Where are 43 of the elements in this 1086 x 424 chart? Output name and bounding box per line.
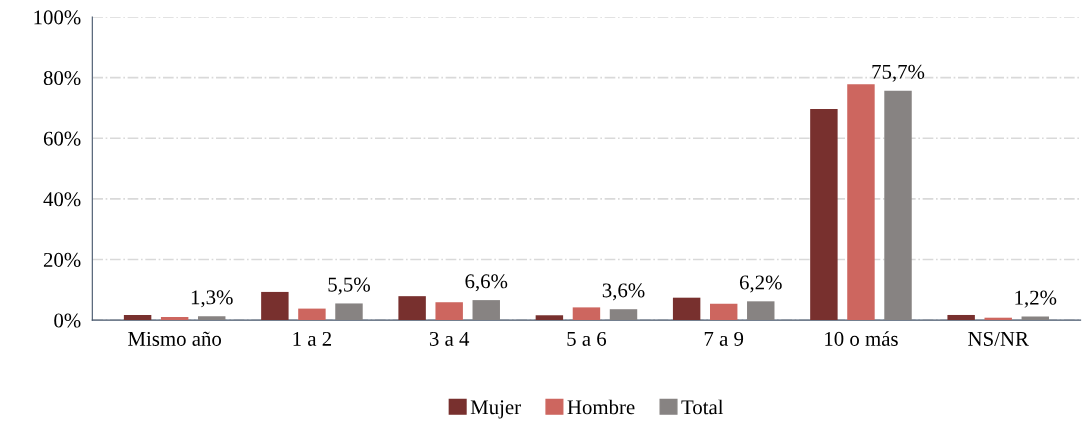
x-tick-label: Mismo año	[128, 331, 222, 346]
legend-label: Total	[681, 399, 724, 415]
y-tick-label: 80%	[43, 70, 81, 86]
data-label: 3,6%	[602, 283, 645, 301]
y-tick-label: 40%	[43, 192, 81, 207]
bar	[535, 315, 564, 321]
bar	[298, 308, 326, 321]
bar	[198, 316, 226, 321]
data-label: 5,5%	[328, 277, 370, 295]
bar	[572, 307, 601, 321]
legend-label: Mujer	[470, 400, 521, 419]
bar	[810, 109, 838, 321]
data-label: 6,2%	[739, 275, 782, 293]
x-tick-label: 1 a 2	[293, 331, 332, 346]
bar	[472, 300, 500, 321]
data-label: 75,7%	[872, 64, 925, 82]
bar	[947, 314, 975, 321]
bar	[1021, 316, 1049, 321]
bar	[847, 84, 875, 321]
y-tick-label: 0%	[54, 313, 81, 328]
x-tick-label: 3 a 4	[429, 331, 470, 346]
data-label: 1,3%	[191, 290, 233, 308]
bar	[884, 90, 912, 321]
bar	[261, 291, 289, 321]
x-tick-label: NS/NR	[968, 331, 1029, 346]
bar	[709, 303, 738, 321]
bar	[123, 314, 152, 321]
x-tick-label: 7 a 9	[704, 331, 744, 346]
bar	[747, 301, 775, 321]
bar	[335, 303, 363, 321]
x-tick-label: 5 a 6	[567, 331, 607, 346]
y-tick-label: 20%	[43, 252, 81, 267]
y-tick-label: 60%	[43, 131, 81, 146]
bar	[160, 317, 189, 321]
legend-label: Hombre	[567, 399, 635, 415]
y-tick-label: 100%	[34, 10, 81, 25]
bar	[435, 302, 463, 321]
bar	[398, 296, 426, 321]
x-tick-label: 10 o más	[825, 331, 898, 346]
data-label: 6,6%	[465, 274, 508, 292]
bar	[609, 309, 638, 321]
data-label: 1,2%	[1015, 290, 1057, 308]
bar	[672, 297, 701, 321]
